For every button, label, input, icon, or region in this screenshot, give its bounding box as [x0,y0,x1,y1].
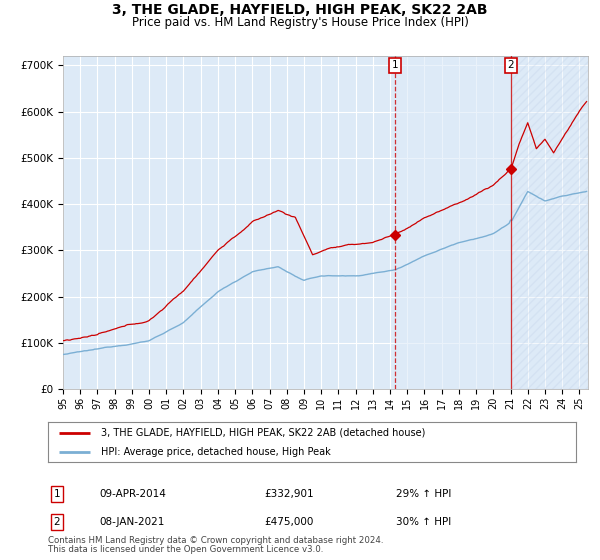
Text: 1: 1 [53,489,61,499]
Text: 3, THE GLADE, HAYFIELD, HIGH PEAK, SK22 2AB: 3, THE GLADE, HAYFIELD, HIGH PEAK, SK22 … [112,3,488,17]
Text: 1: 1 [391,60,398,70]
Text: £475,000: £475,000 [264,517,313,527]
Text: 2: 2 [508,60,514,70]
Text: 30% ↑ HPI: 30% ↑ HPI [396,517,451,527]
Bar [511,56,588,389]
Text: 2: 2 [53,517,61,527]
Text: 3, THE GLADE, HAYFIELD, HIGH PEAK, SK22 2AB (detached house): 3, THE GLADE, HAYFIELD, HIGH PEAK, SK22 … [101,428,425,438]
Bar [395,56,511,389]
Text: £332,901: £332,901 [264,489,314,499]
Text: This data is licensed under the Open Government Licence v3.0.: This data is licensed under the Open Gov… [48,545,323,554]
Text: Contains HM Land Registry data © Crown copyright and database right 2024.: Contains HM Land Registry data © Crown c… [48,536,383,545]
Text: 08-JAN-2021: 08-JAN-2021 [99,517,164,527]
Text: Price paid vs. HM Land Registry's House Price Index (HPI): Price paid vs. HM Land Registry's House … [131,16,469,29]
Text: 29% ↑ HPI: 29% ↑ HPI [396,489,451,499]
Text: 09-APR-2014: 09-APR-2014 [99,489,166,499]
Text: HPI: Average price, detached house, High Peak: HPI: Average price, detached house, High… [101,447,331,458]
